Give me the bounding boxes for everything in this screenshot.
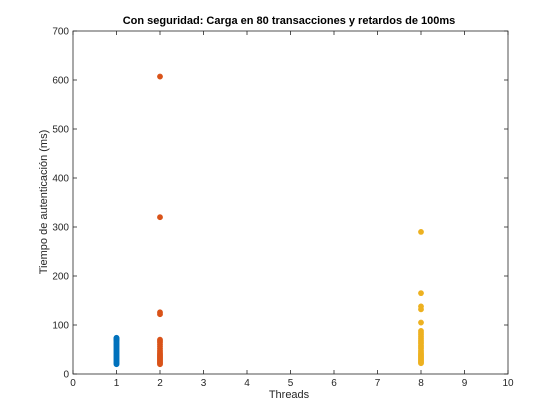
y-tick-label: 200 (52, 272, 69, 283)
data-point (157, 73, 163, 80)
x-tick-label: 5 (288, 378, 294, 389)
x-tick-label: 0 (70, 378, 76, 389)
data-point (418, 306, 424, 313)
x-tick-label: 2 (157, 378, 163, 389)
x-tick-label: 6 (331, 378, 337, 389)
x-tick-label: 7 (375, 378, 381, 389)
axes-box (72, 30, 509, 375)
x-tick-label: 10 (502, 378, 514, 389)
y-tick-label: 300 (52, 223, 69, 234)
y-axis-title: Tiempo de autenticación (ms) (38, 130, 50, 275)
data-point (418, 319, 424, 326)
data-point (157, 214, 163, 221)
y-tick-label: 400 (52, 174, 69, 185)
x-tick-label: 9 (462, 378, 468, 389)
data-point (418, 228, 424, 235)
y-tick-label: 100 (52, 321, 69, 332)
data-point (157, 361, 163, 368)
data-point (418, 290, 424, 297)
y-tick-label: 700 (52, 27, 69, 38)
y-tick-label: 600 (52, 76, 69, 87)
x-tick-label: 3 (201, 378, 207, 389)
data-point (157, 311, 163, 318)
data-point (113, 334, 120, 341)
x-tick-label: 1 (114, 378, 120, 389)
y-tick-label: 500 (52, 125, 69, 136)
chart-title: Con seguridad: Carga en 80 transacciones… (123, 15, 456, 27)
y-tick-label: 0 (63, 370, 69, 381)
data-point (418, 360, 424, 367)
x-tick-label: 8 (418, 378, 424, 389)
x-tick-label: 4 (244, 378, 250, 389)
x-axis-title: Threads (269, 389, 310, 401)
